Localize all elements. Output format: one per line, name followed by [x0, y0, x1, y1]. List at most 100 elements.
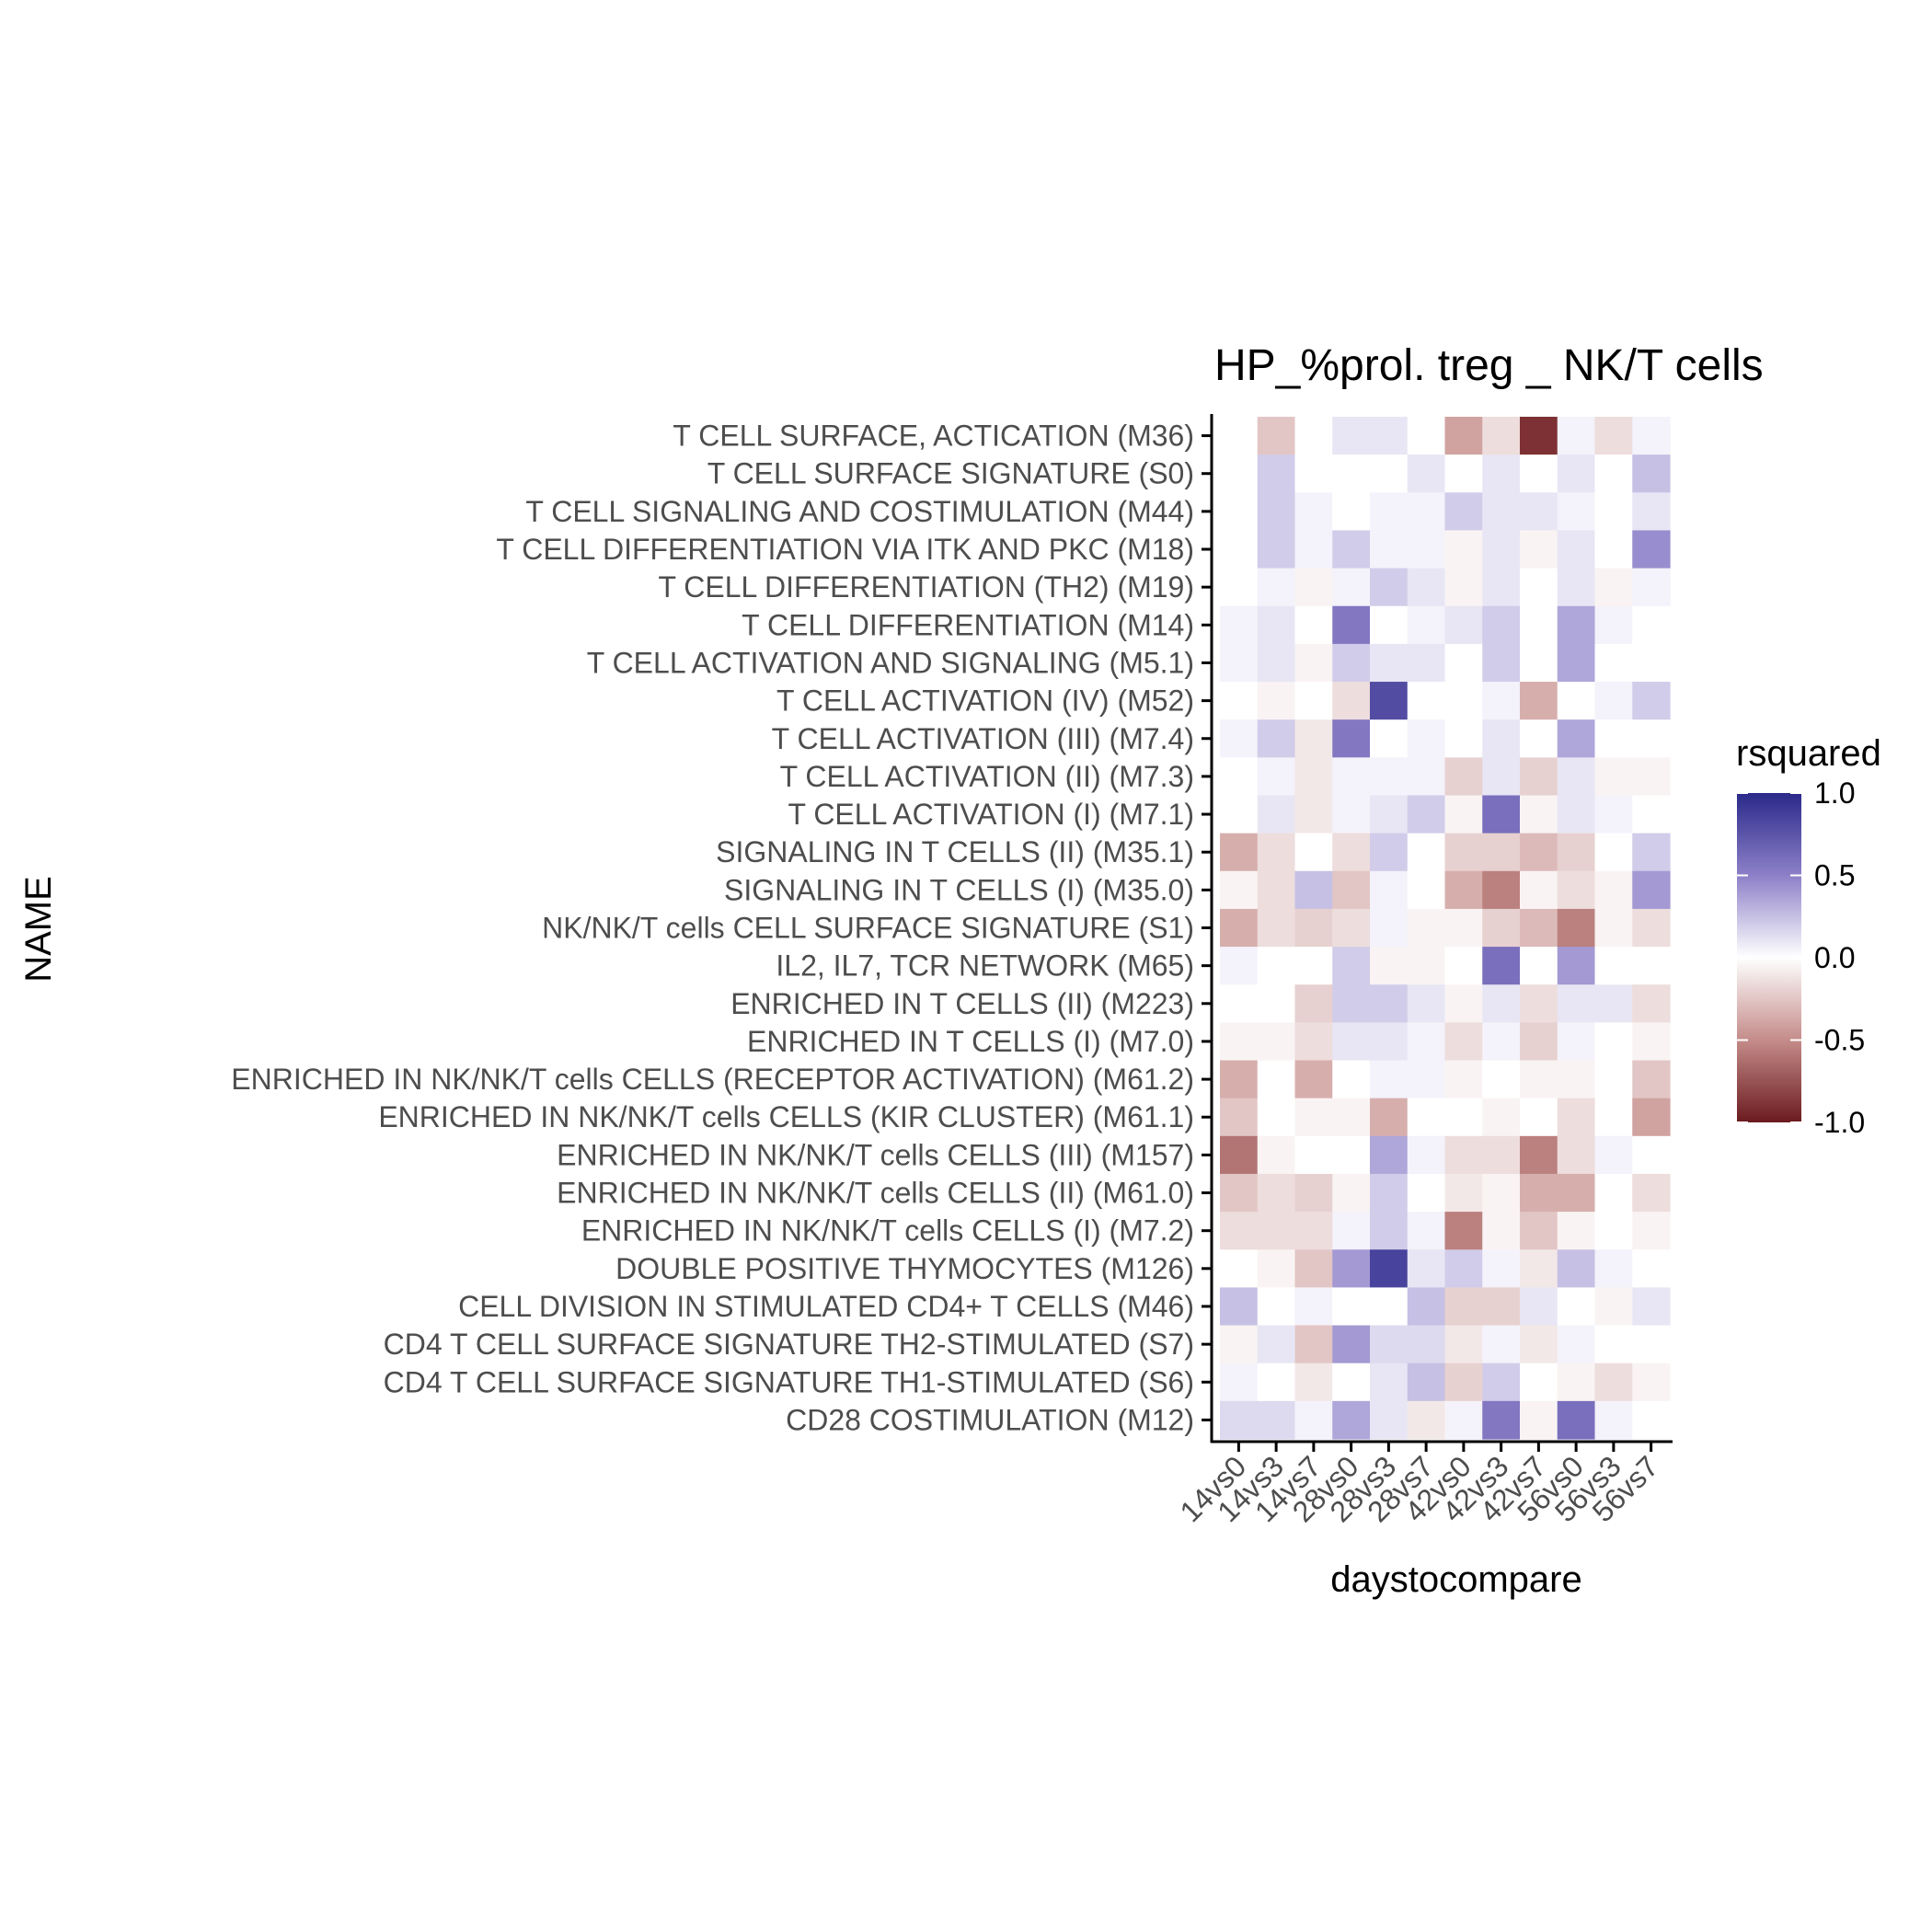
heatmap-cell — [1594, 1173, 1633, 1213]
heatmap-cell — [1520, 1249, 1558, 1289]
heatmap-cell — [1332, 908, 1371, 948]
heatmap-cell — [1482, 870, 1521, 910]
y-tick-label: CD28 COSTIMULATION (M12) — [786, 1403, 1194, 1436]
y-tick-label: ENRICHED IN NK/NK/T cells CELLS (RECEPTO… — [231, 1063, 1194, 1096]
heatmap-cell — [1294, 568, 1333, 607]
heatmap-cell — [1482, 833, 1521, 872]
heatmap-cell — [1332, 1249, 1371, 1289]
heatmap-cell — [1332, 1135, 1371, 1175]
heatmap-cell — [1407, 643, 1446, 683]
heatmap-cell — [1407, 1249, 1446, 1289]
heatmap-cell — [1407, 1060, 1446, 1099]
heatmap-cell — [1632, 947, 1671, 985]
heatmap-cell — [1294, 1212, 1333, 1250]
heatmap-cell — [1520, 757, 1558, 797]
y-tick-label: ENRICHED IN T CELLS (I) (M7.0) — [747, 1025, 1194, 1058]
heatmap-cell — [1520, 1098, 1558, 1137]
heatmap-cell — [1220, 757, 1259, 797]
heatmap-cell — [1407, 1173, 1446, 1213]
heatmap-cell — [1482, 530, 1521, 569]
heatmap-cell — [1220, 1287, 1259, 1327]
heatmap-cell — [1444, 1022, 1483, 1062]
y-tick-label: T CELL SIGNALING AND COSTIMULATION (M44) — [525, 495, 1194, 528]
heatmap-cell — [1520, 870, 1558, 910]
heatmap-cell — [1257, 719, 1296, 758]
heatmap-cell — [1444, 1173, 1483, 1213]
heatmap-cell — [1520, 1022, 1558, 1062]
heatmap-cell — [1482, 1287, 1521, 1327]
heatmap-cell — [1332, 984, 1371, 1023]
heatmap-cell — [1482, 1325, 1521, 1364]
heatmap-cell — [1444, 1135, 1483, 1175]
heatmap-cell — [1257, 757, 1296, 797]
y-tick-label: DOUBLE POSITIVE THYMOCYTES (M126) — [615, 1252, 1194, 1285]
y-tick-label: ENRICHED IN T CELLS (II) (M223) — [730, 987, 1194, 1020]
heatmap-cell — [1444, 605, 1483, 645]
heatmap-cell — [1370, 530, 1409, 569]
heatmap-cell — [1332, 568, 1371, 607]
heatmap-cell — [1594, 795, 1633, 834]
heatmap-cell — [1370, 908, 1409, 948]
heatmap-cell — [1294, 719, 1333, 758]
heatmap-cell — [1632, 984, 1671, 1023]
heatmap-cell — [1370, 719, 1409, 758]
heatmap-cell — [1257, 1022, 1296, 1062]
heatmap-cell — [1257, 682, 1296, 720]
heatmap-cell — [1407, 833, 1446, 872]
heatmap-cell — [1482, 568, 1521, 607]
heatmap-cell — [1520, 530, 1558, 569]
heatmap-cell — [1370, 454, 1409, 493]
heatmap-cell — [1444, 417, 1483, 455]
heatmap-cell — [1632, 682, 1671, 720]
heatmap-cell — [1220, 1363, 1259, 1402]
heatmap-cell — [1557, 795, 1596, 834]
heatmap-cell — [1220, 719, 1259, 758]
legend-tick-label: -0.5 — [1814, 1024, 1865, 1057]
heatmap-cell — [1407, 1325, 1446, 1364]
y-tick-label: T CELL SURFACE SIGNATURE (S0) — [707, 457, 1194, 490]
heatmap-cell — [1557, 492, 1596, 532]
heatmap-cell — [1257, 1249, 1296, 1289]
y-tick-label: ENRICHED IN NK/NK/T cells CELLS (I) (M7.… — [581, 1214, 1194, 1248]
heatmap-cell — [1294, 757, 1333, 797]
heatmap-cell — [1220, 605, 1259, 645]
heatmap-cell — [1482, 417, 1521, 455]
heatmap-cell — [1520, 492, 1558, 532]
heatmap-cell — [1332, 1400, 1371, 1440]
heatmap-cell — [1444, 1400, 1483, 1440]
heatmap-cell — [1370, 1325, 1409, 1364]
heatmap-cell — [1257, 568, 1296, 607]
heatmap-cell — [1482, 1400, 1521, 1440]
heatmap-cell — [1332, 947, 1371, 985]
legend-title: rsquared — [1736, 733, 1881, 774]
heatmap-cell — [1407, 1287, 1446, 1327]
y-tick-label: ENRICHED IN NK/NK/T cells CELLS (KIR CLU… — [378, 1100, 1194, 1133]
heatmap-cell — [1520, 682, 1558, 720]
heatmap-cell — [1257, 1287, 1296, 1327]
heatmap-cell — [1370, 795, 1409, 834]
heatmap-cell — [1632, 605, 1671, 645]
heatmap-cell — [1557, 1400, 1596, 1440]
heatmap-cell — [1294, 417, 1333, 455]
heatmap-cell — [1632, 757, 1671, 797]
heatmap-cell — [1594, 454, 1633, 493]
heatmap-cell — [1520, 1400, 1558, 1440]
heatmap-cell — [1632, 643, 1671, 683]
heatmap-cell — [1370, 870, 1409, 910]
heatmap-cell — [1557, 1060, 1596, 1099]
heatmap-cell — [1294, 530, 1333, 569]
heatmap-cell — [1632, 719, 1671, 758]
heatmap-cell — [1520, 1173, 1558, 1213]
heatmap-cell — [1632, 1287, 1671, 1327]
heatmap-cell — [1632, 1363, 1671, 1402]
heatmap-cell — [1294, 605, 1333, 645]
heatmap-cell — [1632, 795, 1671, 834]
heatmap-cell — [1557, 870, 1596, 910]
heatmap-cell — [1294, 795, 1333, 834]
heatmap-cell — [1294, 682, 1333, 720]
heatmap-cell — [1332, 417, 1371, 455]
heatmap-cell — [1407, 1135, 1446, 1175]
heatmap-cell — [1594, 1363, 1633, 1402]
heatmap-cell — [1294, 1098, 1333, 1137]
